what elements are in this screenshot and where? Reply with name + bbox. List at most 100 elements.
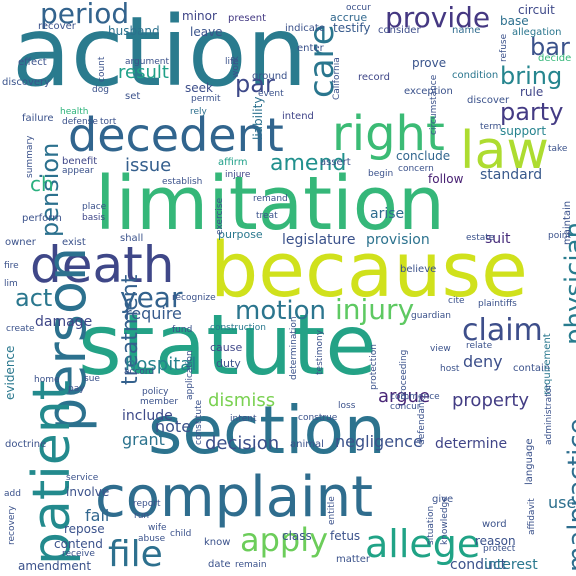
word-protect: protect: [483, 544, 516, 554]
word-cause: cause: [210, 341, 243, 354]
word-receive: receive: [62, 549, 95, 559]
word-allegation: allegation: [512, 27, 562, 38]
word-law: law: [460, 121, 549, 181]
word-affirm: affirm: [218, 157, 248, 168]
word-motion: motion: [235, 296, 327, 326]
word-occur: occur: [346, 3, 371, 13]
word-decedent: decedent: [68, 108, 284, 162]
word-language: language: [524, 438, 535, 485]
word-testimony: testimony: [315, 329, 325, 375]
word-pay: pay: [68, 384, 85, 394]
word-establish: establish: [162, 177, 203, 187]
word-husband: husband: [108, 24, 160, 38]
word-intend: intend: [282, 111, 314, 122]
word-intent: intent: [230, 414, 257, 424]
word-reason: reason: [475, 534, 516, 548]
word-death: death: [30, 236, 175, 294]
word-set: set: [125, 91, 141, 102]
word-par: par: [235, 70, 275, 98]
word-knowledge: knowledge: [440, 496, 450, 545]
word-believe: believe: [400, 264, 437, 275]
word-amendment: amendment: [18, 559, 92, 573]
word-evidence: evidence: [3, 345, 17, 400]
word-suit: suit: [485, 231, 511, 247]
word-assert: assert: [320, 157, 351, 168]
word-summary: summary: [25, 135, 35, 178]
word-plaintiffs: plaintiffs: [478, 299, 517, 309]
word-host: host: [440, 364, 460, 374]
word-name: name: [452, 25, 481, 36]
word-doctrine: doctrine: [5, 439, 47, 450]
word-grant: grant: [122, 430, 165, 449]
word-party: party: [500, 98, 564, 126]
word-property: property: [452, 390, 530, 411]
word-discovery: discovery: [2, 77, 51, 88]
word-exception: exception: [404, 86, 453, 97]
word-add: add: [4, 489, 21, 499]
word-because: because: [210, 225, 528, 314]
word-count: count: [97, 56, 107, 82]
word-seek: seek: [185, 81, 213, 95]
word-application: application: [185, 350, 195, 400]
word-perform: perform: [22, 213, 62, 224]
word-action: action: [12, 0, 308, 108]
word-situation: situation: [426, 505, 436, 545]
word-fail: fail: [85, 506, 110, 525]
word-ground: ground: [252, 71, 288, 82]
word-remand: remand: [253, 194, 288, 204]
word-word: word: [482, 519, 507, 530]
word-apply: apply: [240, 521, 329, 559]
word-circuit: circuit: [518, 3, 555, 17]
word-year: year: [120, 281, 183, 314]
word-damage: damage: [35, 314, 93, 330]
word-cite: cite: [448, 296, 465, 306]
word-section: section: [148, 392, 386, 469]
word-date: date: [208, 559, 231, 570]
word-health: health: [60, 107, 89, 117]
word-include: include: [122, 408, 173, 424]
word-failure: failure: [22, 113, 54, 124]
word-note: note: [155, 417, 192, 436]
word-proceeding: proceeding: [399, 349, 409, 400]
word-benefit: benefit: [62, 156, 98, 167]
word-owner: owner: [5, 237, 36, 248]
word-know: know: [204, 537, 231, 548]
word-argue: argue: [378, 386, 431, 407]
word-event: event: [258, 89, 284, 99]
word-bring: bring: [500, 62, 563, 90]
word-appear: appear: [62, 166, 94, 176]
word-treat: treat: [256, 211, 278, 221]
word-amend: amend: [270, 151, 347, 176]
word-member: member: [140, 397, 179, 407]
word-animal: animal: [290, 439, 324, 450]
word-recover: recover: [38, 21, 76, 32]
word-abuse: abuse: [138, 534, 166, 544]
word-allege: allege: [365, 522, 481, 566]
word-complaint: complaint: [95, 465, 374, 530]
word-class: class: [282, 529, 312, 543]
word-determine: determine: [435, 436, 508, 452]
word-effect: effect: [18, 57, 47, 68]
word-require: require: [125, 304, 182, 323]
word-fetus: fetus: [330, 529, 361, 543]
word-policy: policy: [142, 387, 169, 397]
word-injury: injury: [335, 293, 415, 326]
word-protection: protection: [369, 344, 379, 390]
word-entitle: entitle: [327, 496, 337, 525]
word-support: support: [500, 124, 547, 138]
word-hospital: hospital: [125, 354, 197, 375]
word-purpose: purpose: [218, 228, 263, 241]
word-bar: bar: [530, 33, 570, 61]
word-rely: rely: [190, 107, 207, 117]
word-condition: condition: [452, 70, 499, 81]
word-conclude: conclude: [396, 149, 451, 163]
word-begin: begin: [368, 169, 394, 179]
word-concern: concern: [398, 164, 434, 174]
word-enter: enter: [297, 43, 324, 54]
word-testify: testify: [333, 21, 371, 35]
word-remain: remain: [235, 560, 267, 570]
word-service: service: [66, 473, 99, 483]
word-permit: permit: [191, 94, 221, 104]
word-standard: standard: [480, 167, 543, 183]
